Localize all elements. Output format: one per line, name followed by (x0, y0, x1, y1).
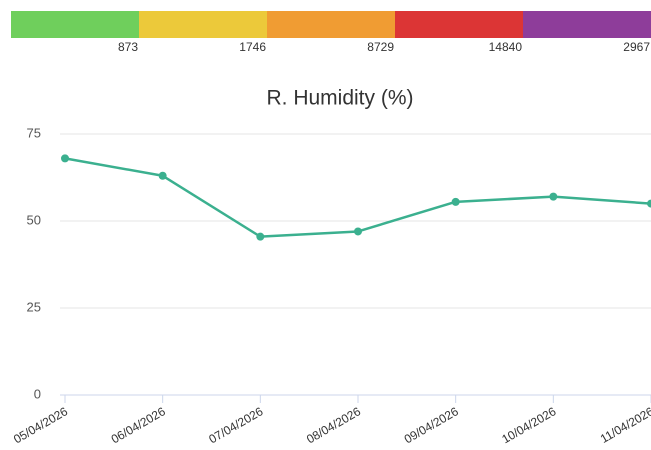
x-tick-label: 09/04/2026 (402, 404, 461, 446)
scale-label: 8729 (367, 40, 394, 54)
scale-label: 873 (118, 40, 138, 54)
point (158, 171, 167, 180)
y-tick-label: 50 (27, 212, 41, 227)
point (647, 199, 651, 208)
scale-segment (11, 11, 140, 38)
x-tick-label: 10/04/2026 (499, 404, 558, 446)
scale-segment (139, 11, 268, 38)
y-tick-label: 25 (27, 299, 41, 314)
scale-label: 1746 (239, 40, 266, 54)
point (354, 227, 362, 236)
x-tick-label: 11/04/2026 (598, 404, 651, 446)
x-tick-label: 06/04/2026 (109, 404, 168, 446)
point (61, 154, 69, 163)
point (451, 197, 460, 206)
scale-segment (395, 11, 524, 38)
x-tick-label: 07/04/2026 (206, 404, 265, 446)
scale-segment (523, 11, 651, 38)
line (64, 157, 651, 238)
x-tick-label: 05/04/2026 (11, 404, 70, 446)
x-tick-label: 08/04/2026 (304, 404, 363, 446)
y-tick-label: 0 (34, 386, 41, 401)
scale-segment (267, 11, 396, 38)
y-tick-label: 75 (27, 125, 41, 140)
chart-title: R. Humidity (%) (266, 87, 413, 110)
point (256, 232, 265, 241)
scale-label: 14840 (489, 40, 523, 54)
point (549, 192, 558, 201)
scale-label: 2967 (623, 40, 650, 54)
